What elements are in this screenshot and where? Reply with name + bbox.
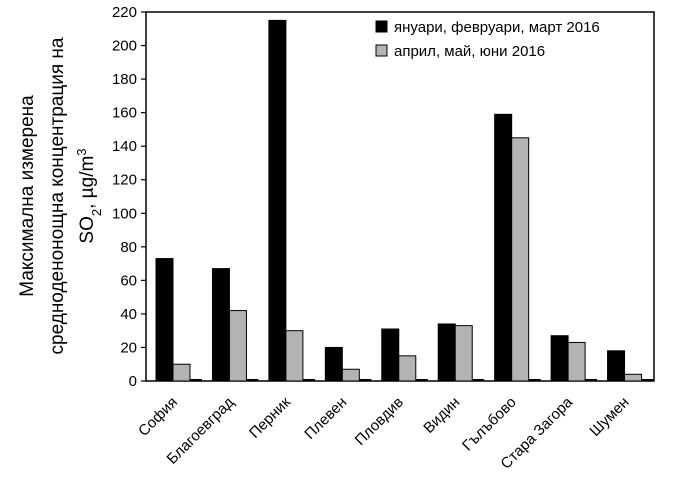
bar-series-1 [494, 113, 513, 382]
legend-swatch [375, 44, 388, 57]
y-tick-label: 140 [112, 138, 137, 155]
legend-label: януари, февруари, март 2016 [394, 19, 600, 36]
bar-base-stub [528, 379, 541, 381]
legend: януари, февруари, март 2016 април, май, ю… [375, 19, 600, 60]
legend-swatch [375, 20, 388, 33]
y-axis: 0 20 40 60 80 100 120 140 160 180 200 220 [112, 4, 146, 390]
y-axis-label-line: средноденонощна концентрация на [47, 37, 68, 354]
category-label: Видин [420, 394, 463, 437]
y-tick-label: 40 [120, 306, 137, 323]
bar-series-2 [228, 310, 247, 382]
bar-base-stub [585, 379, 598, 381]
bar-series-2 [511, 137, 530, 382]
bar-base-stub [472, 379, 485, 381]
y-tick-label: 120 [112, 172, 137, 189]
bars [155, 19, 654, 382]
category-label: София [135, 394, 181, 440]
bar-base-stub [359, 379, 372, 381]
bar-series-1 [437, 323, 456, 382]
bar-series-2 [172, 363, 191, 382]
bar-base-stub [641, 379, 654, 381]
bar-series-1 [550, 335, 569, 382]
bar-base-stub [415, 379, 428, 381]
bar-base-stub [246, 379, 259, 381]
legend-label: април, май, юни 2016 [394, 43, 545, 60]
bar-series-2 [454, 325, 473, 382]
bar-series-2 [341, 368, 360, 382]
y-tick-label: 220 [112, 4, 137, 21]
y-tick-label: 200 [112, 38, 137, 55]
category-label: Перник [246, 394, 294, 442]
bar-series-1 [268, 19, 287, 382]
bar-series-2 [398, 355, 417, 382]
bar-series-2 [624, 373, 643, 382]
bar-series-1 [324, 346, 343, 382]
bar-series-2 [285, 330, 304, 382]
y-tick-label: 60 [120, 272, 137, 289]
bar-base-stub [190, 379, 202, 381]
bar-series-1 [211, 268, 230, 382]
bar-base-stub [302, 379, 315, 381]
y-tick-label: 80 [120, 239, 137, 256]
y-tick-label: 20 [120, 339, 137, 356]
bar-series-1 [155, 258, 174, 382]
y-axis-label-line: Максимална измерена [17, 95, 38, 297]
category-label: Пловдив [352, 394, 407, 449]
category-label: Шумен [587, 394, 633, 440]
y-tick-label: 0 [129, 373, 137, 390]
y-tick-label: 100 [112, 205, 137, 222]
y-tick-label: 180 [112, 71, 137, 88]
y-tick-label: 160 [112, 105, 137, 122]
y-axis-label-units: SO2, µg/m3 [74, 148, 104, 243]
bar-series-2 [567, 341, 586, 382]
category-label: Плевен [301, 394, 350, 443]
category-label: Гълъбово [459, 394, 520, 455]
y-axis-label: Максимална измерена средноденонощна конце… [17, 37, 104, 354]
bar-series-1 [607, 350, 626, 382]
bar-series-1 [381, 328, 400, 382]
